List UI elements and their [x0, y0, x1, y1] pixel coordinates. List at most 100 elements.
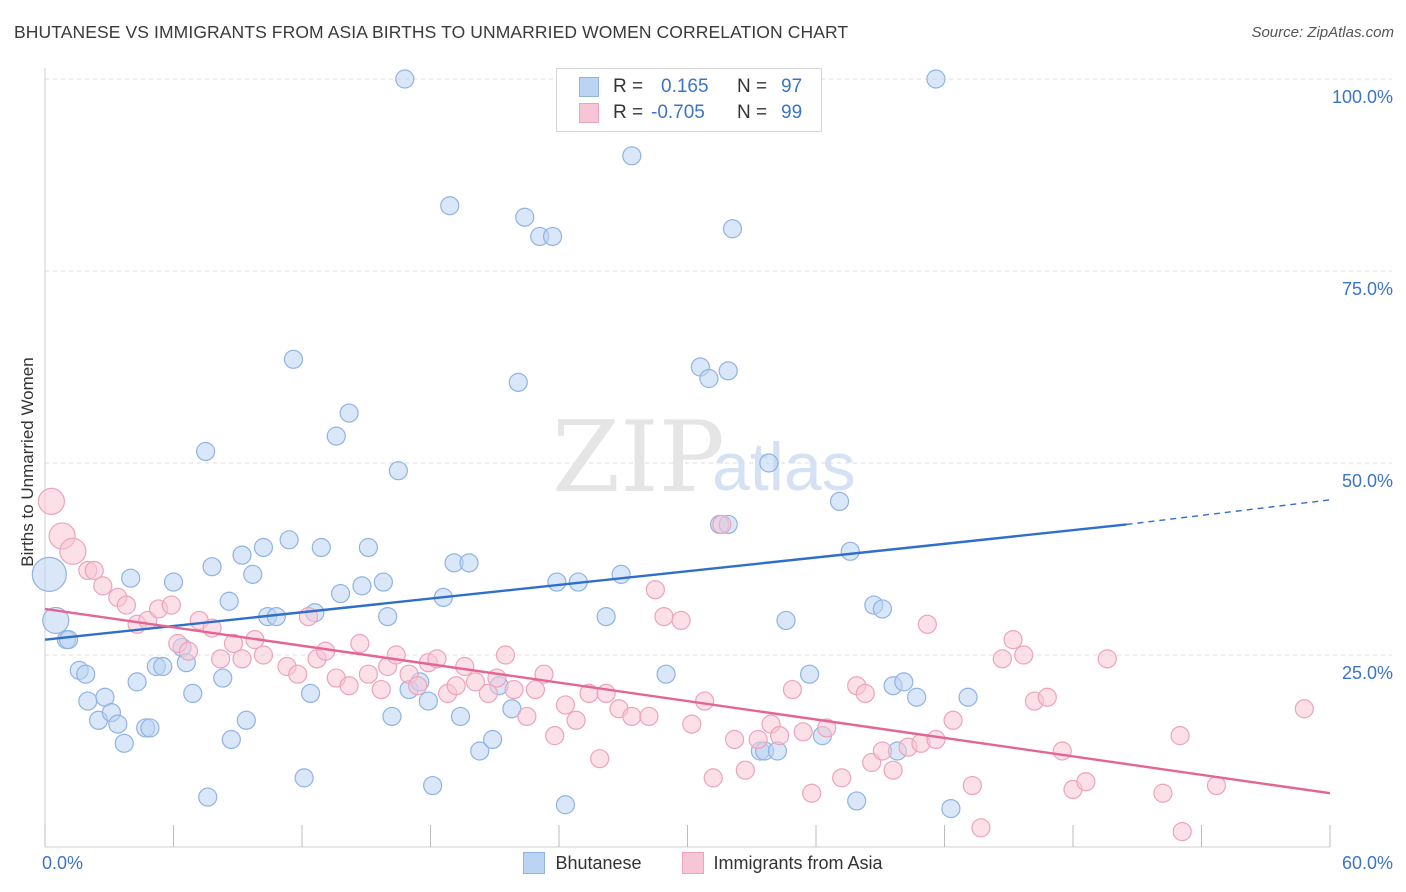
data-point — [596, 683, 616, 704]
data-point — [829, 491, 850, 511]
data-point — [504, 679, 524, 700]
legend-row-immigrants: R = -0.705 N = 99 — [579, 101, 802, 125]
data-point — [894, 672, 914, 692]
data-point — [703, 768, 723, 788]
data-point — [388, 461, 408, 481]
data-point — [517, 706, 537, 727]
data-point — [735, 760, 755, 780]
data-point — [446, 676, 466, 696]
data-point — [542, 226, 563, 247]
data-point — [59, 537, 87, 565]
data-point — [279, 530, 299, 550]
data-point — [832, 768, 852, 788]
data-point — [140, 718, 160, 738]
data-point — [515, 207, 535, 227]
chart-source: Source: ZipAtlas.com — [1251, 24, 1394, 41]
data-point — [339, 676, 359, 696]
data-point — [725, 729, 745, 750]
data-point — [776, 610, 796, 631]
data-point — [917, 614, 937, 634]
data-point — [555, 795, 576, 815]
data-point — [76, 664, 96, 684]
series-immigrants-from-asia-points — [37, 487, 1314, 842]
legend-r-label: R = — [613, 102, 644, 123]
data-point — [223, 633, 244, 654]
legend-n-value: 97 — [781, 76, 803, 97]
data-point — [350, 633, 370, 654]
data-point — [545, 726, 565, 746]
data-point — [221, 729, 241, 750]
legend-item-bhutanese: Bhutanese — [523, 852, 642, 874]
data-point — [196, 441, 216, 462]
data-point — [1097, 649, 1117, 669]
data-point — [37, 487, 66, 515]
data-point — [671, 610, 691, 631]
data-point — [219, 591, 239, 611]
data-point — [508, 372, 528, 392]
data-point — [883, 760, 903, 780]
data-point — [408, 676, 428, 696]
data-point — [1206, 775, 1227, 796]
legend-n-value: 99 — [781, 102, 803, 123]
legend-row-bhutanese: R = 0.165 N = 97 — [579, 75, 802, 99]
data-point — [423, 775, 443, 796]
data-point — [712, 514, 732, 535]
data-point — [371, 679, 391, 700]
data-point — [907, 687, 927, 707]
data-point — [855, 683, 875, 704]
data-point — [525, 679, 546, 700]
data-point — [470, 741, 490, 761]
y-tick-label: 100.0% — [1332, 87, 1393, 107]
x-tick-label: 0.0% — [42, 853, 83, 873]
trend-line-immigrants-from-asia — [44, 607, 1331, 795]
data-point — [992, 649, 1012, 669]
data-point — [718, 361, 738, 381]
data-point — [1172, 822, 1192, 842]
data-point — [455, 656, 475, 677]
data-point — [382, 706, 402, 727]
data-point — [1170, 726, 1190, 746]
data-point — [590, 749, 610, 769]
data-point — [872, 599, 892, 619]
axes — [44, 68, 1331, 848]
legend-swatch-pink — [579, 103, 599, 123]
data-point — [352, 576, 372, 596]
data-point — [373, 572, 393, 592]
data-point — [478, 683, 498, 704]
data-point — [656, 664, 676, 684]
data-point — [395, 69, 415, 89]
data-point — [58, 630, 79, 650]
legend-n-label: N = — [737, 76, 768, 97]
data-point — [232, 649, 252, 669]
data-point — [358, 537, 378, 558]
data-point — [178, 641, 199, 661]
data-point — [1014, 645, 1034, 665]
data-point — [253, 645, 274, 665]
data-point — [769, 726, 790, 746]
data-point — [926, 729, 946, 750]
data-point — [236, 710, 256, 730]
data-point — [817, 718, 837, 738]
data-point — [153, 656, 173, 677]
data-point — [31, 556, 67, 592]
data-point — [213, 668, 233, 688]
data-point — [1003, 630, 1023, 650]
chart-title: BHUTANESE VS IMMIGRANTS FROM ASIA BIRTHS… — [14, 22, 849, 42]
data-point — [926, 69, 946, 89]
data-point — [682, 714, 702, 734]
data-point — [654, 606, 674, 627]
data-point — [802, 783, 822, 803]
data-point — [1052, 741, 1072, 761]
data-point — [294, 768, 314, 788]
legend-n-label: N = — [737, 102, 768, 123]
data-point — [495, 645, 516, 665]
data-point — [108, 714, 128, 734]
data-point — [465, 672, 486, 692]
data-point — [253, 537, 274, 558]
data-point — [1037, 687, 1057, 707]
data-point — [459, 553, 479, 573]
y-tick-label: 50.0% — [1342, 471, 1393, 491]
data-point — [78, 691, 98, 711]
data-point — [121, 568, 141, 588]
data-point — [1294, 699, 1314, 719]
